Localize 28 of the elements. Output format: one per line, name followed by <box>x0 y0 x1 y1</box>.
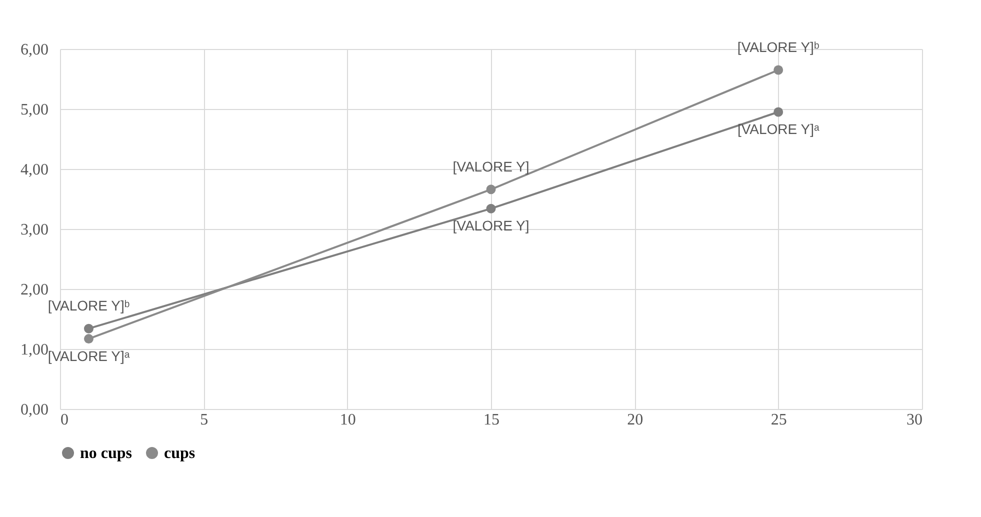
y-tick-label: 0,00 <box>20 402 48 418</box>
x-tick-label: 5 <box>200 412 208 428</box>
data-label: [VALORE Y] <box>452 158 530 174</box>
point <box>486 204 496 214</box>
data-label: [VALORE Y] <box>452 218 530 234</box>
x-tick-label: 10 <box>340 412 356 428</box>
y-tick-label: 4,00 <box>20 162 48 178</box>
x-tick-label: 25 <box>770 412 787 428</box>
point <box>774 65 784 75</box>
data-label: [VALORE Y]ᵇ <box>48 298 130 314</box>
x-tick-label: 0 <box>60 412 68 428</box>
legend-label: cups <box>164 445 196 462</box>
y-tick-label: 3,00 <box>20 222 48 238</box>
legend-label: no cups <box>80 445 132 462</box>
data-label: [VALORE Y]ᵇ <box>737 39 820 55</box>
y-tick-label: 5,00 <box>20 102 48 118</box>
point <box>486 184 496 194</box>
point <box>774 107 784 117</box>
point <box>84 334 94 344</box>
point <box>84 324 94 334</box>
y-tick-label: 2,00 <box>20 282 48 298</box>
x-tick-label: 30 <box>906 412 922 428</box>
y-tick-label: 6,00 <box>20 42 48 58</box>
y-tick-label: 1,00 <box>20 342 48 358</box>
data-label: [VALORE Y]ᵃ <box>737 121 820 137</box>
x-tick-label: 20 <box>627 412 644 428</box>
x-tick-label: 15 <box>484 412 500 428</box>
data-label: [VALORE Y]ᵃ <box>48 348 130 364</box>
